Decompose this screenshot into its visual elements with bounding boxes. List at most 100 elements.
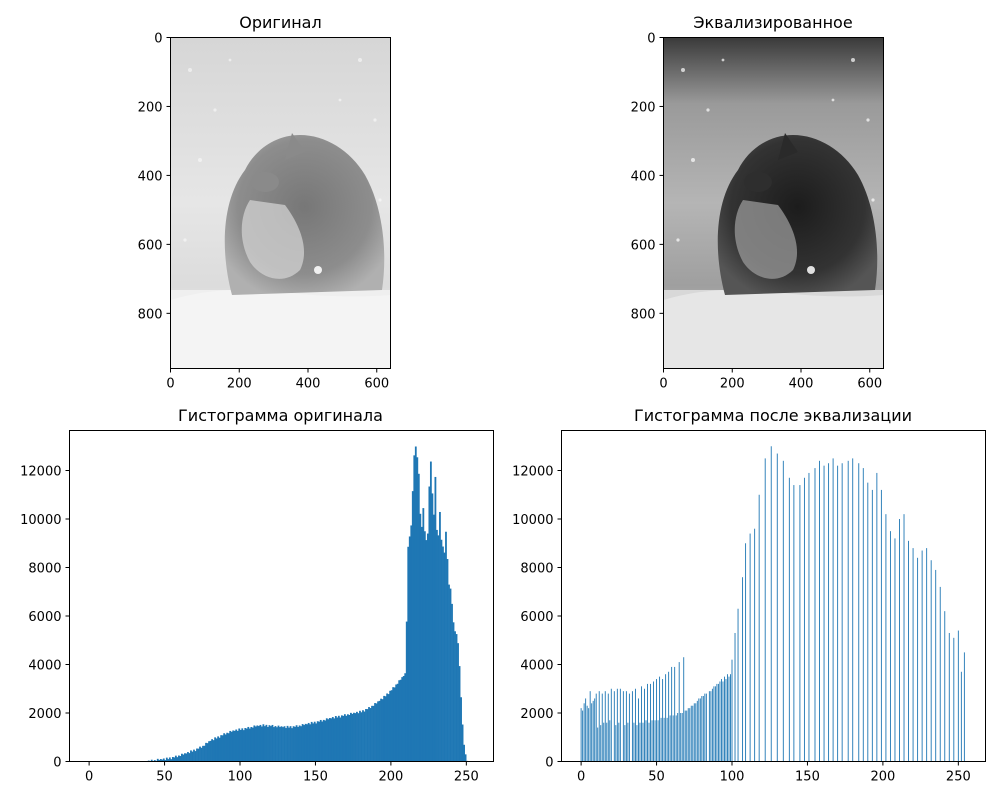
histogram-bar: [257, 726, 260, 762]
histogram-bar: [622, 691, 624, 762]
histogram-bar: [464, 754, 467, 762]
histogram-bar: [852, 458, 854, 762]
histogram-bar: [725, 679, 727, 762]
histogram-bar: [731, 659, 733, 762]
histogram-bar: [381, 699, 384, 762]
histogram-bar: [720, 679, 722, 762]
histogram-bar: [212, 740, 215, 762]
histogram-bar: [380, 698, 382, 762]
histogram-bar: [645, 720, 647, 762]
histogram-bar: [454, 631, 456, 762]
histogram-bar: [436, 529, 438, 762]
histogram-bar: [353, 712, 355, 762]
histogram-bar: [912, 548, 914, 762]
x-tick-label: 600: [364, 377, 389, 392]
y-tick-label: 8000: [28, 562, 61, 577]
histogram-bar: [292, 726, 295, 762]
image-title: Эквализированное: [693, 13, 852, 32]
histogram-bar: [306, 724, 309, 762]
y-tick-label: 0: [154, 32, 162, 47]
histogram-bar: [693, 703, 695, 762]
histogram-bar: [413, 455, 416, 762]
histogram-bar: [758, 494, 760, 762]
plot-frame: [69, 430, 494, 762]
histogram-bar: [324, 720, 327, 762]
histogram-bar: [158, 760, 161, 762]
histogram-bar: [300, 726, 303, 762]
histogram-bar: [671, 666, 673, 762]
histogram-bar: [597, 727, 599, 762]
histogram-bar: [695, 703, 697, 762]
image-panel-original: Оригинал 0 200 400 600 0 200 400 600 800: [138, 13, 391, 392]
histogram-bar: [365, 709, 367, 762]
x-tick-label: 250: [454, 770, 479, 785]
histogram-bar: [588, 708, 590, 762]
histogram-bar: [625, 691, 627, 762]
histogram-bar: [187, 752, 189, 762]
histogram-bar: [401, 677, 404, 762]
histogram-bar: [808, 472, 810, 762]
histogram-bar: [330, 718, 333, 762]
histogram-bar: [170, 759, 173, 762]
histogram-bar: [737, 608, 739, 762]
histogram-bar: [350, 712, 352, 762]
histogram-bar: [651, 720, 653, 762]
histogram-bar: [939, 586, 941, 762]
histogram-bar: [710, 691, 712, 762]
histogram-bar: [399, 679, 402, 762]
histogram-bar: [301, 724, 304, 762]
histogram-bar: [442, 546, 444, 762]
histogram-bar: [181, 753, 183, 762]
histogram-bar: [162, 758, 165, 762]
histogram-bar: [722, 681, 724, 762]
histogram-panel-original: Гистограмма оригинала 0 50 100 150 200 250 0 20…: [20, 406, 494, 785]
histogram-bar: [377, 701, 379, 762]
x-tick-label: 50: [156, 770, 173, 785]
histogram-bar: [386, 693, 389, 762]
y-tick-label: 10000: [512, 513, 553, 528]
histogram-bar: [634, 688, 636, 762]
x-tick-label: 600: [857, 377, 882, 392]
histogram-bar: [171, 757, 174, 762]
histogram-bar: [426, 533, 429, 762]
histogram-bar: [770, 446, 772, 762]
histogram-bar: [194, 751, 197, 762]
histogram-bar: [215, 738, 218, 762]
histogram-bar: [398, 680, 401, 762]
x-tick-label: 150: [303, 770, 328, 785]
histogram-bar: [580, 708, 582, 762]
histogram-bar: [461, 724, 464, 762]
histogram-bar: [782, 460, 784, 762]
histogram-bar: [288, 727, 290, 762]
histogram-bar: [452, 622, 455, 762]
histogram-bar: [241, 728, 244, 762]
histogram-bar: [191, 751, 194, 762]
histogram-bar: [340, 715, 343, 762]
histogram-bar: [698, 698, 700, 762]
y-tick-label: 12000: [512, 465, 553, 480]
histogram-bar: [880, 489, 882, 762]
histogram-bar: [233, 730, 236, 762]
histogram-bar: [423, 531, 426, 762]
histogram-bar: [294, 726, 296, 762]
histogram-bar: [440, 539, 443, 762]
histogram-bar: [303, 725, 306, 762]
histogram-bar: [179, 756, 182, 762]
histogram-bar: [445, 531, 447, 762]
histogram-bar: [313, 721, 316, 762]
histogram-bar: [724, 676, 725, 762]
histogram-bar: [267, 726, 269, 762]
histogram-bar: [259, 724, 262, 762]
histogram-bar: [393, 687, 396, 762]
histogram-bar: [455, 634, 458, 762]
histogram-bar: [917, 557, 919, 762]
x-tick-label: 100: [228, 770, 253, 785]
histogram-bar: [247, 726, 250, 762]
histogram-bar: [699, 698, 701, 762]
histogram-bar: [410, 525, 413, 762]
histogram-bar: [889, 531, 891, 762]
histogram-bar: [948, 632, 950, 762]
histogram-bar: [648, 722, 650, 762]
histogram-bar: [631, 691, 633, 762]
histogram-bar: [392, 687, 395, 762]
